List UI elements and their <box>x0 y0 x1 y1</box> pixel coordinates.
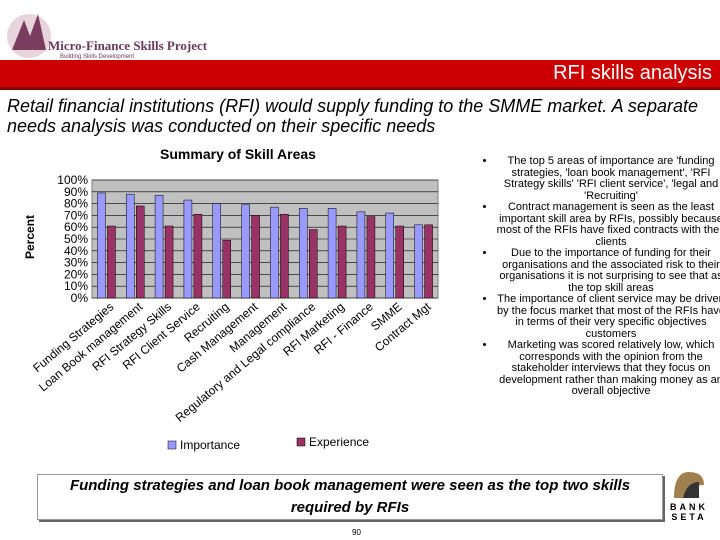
bar <box>356 211 366 299</box>
logo-tagline: Building Skills Development <box>60 54 135 60</box>
y-tick-label: 100% <box>57 173 88 187</box>
bar <box>309 229 318 299</box>
legend-swatch <box>167 440 177 450</box>
bar <box>183 199 193 299</box>
bar <box>414 224 423 299</box>
bullet: Due to the importance of funding for the… <box>496 247 720 294</box>
bank-logo-line: BANK <box>670 502 708 512</box>
chart-title: Summary of Skill Areas <box>160 146 316 162</box>
bar <box>395 225 404 299</box>
bar <box>385 212 394 299</box>
bar <box>126 193 135 299</box>
intro-text: Retail financial institutions (RFI) woul… <box>7 96 698 136</box>
bullet-list: The top 5 areas of importance are 'fundi… <box>478 155 720 398</box>
y-tick-label: 80% <box>64 197 88 211</box>
bullet: Marketing was scored relatively low, whi… <box>496 339 720 398</box>
bar <box>222 239 231 299</box>
y-tick-label: 0% <box>71 291 89 305</box>
bar <box>327 208 337 299</box>
y-tick-label: 60% <box>64 220 88 234</box>
y-tick-label: 70% <box>64 208 88 222</box>
bar <box>299 208 308 299</box>
chart: Summary of Skill Areas Percent 0%10%20%3… <box>23 146 439 452</box>
legend-label: Experience <box>309 435 369 449</box>
bar <box>270 206 279 299</box>
title-band <box>0 60 720 90</box>
bank-logo-icon <box>674 472 704 498</box>
page-number: 90 <box>352 528 361 537</box>
bar <box>107 225 116 299</box>
y-tick-label: 90% <box>64 185 88 199</box>
bar <box>424 224 433 299</box>
bar <box>366 216 376 299</box>
bank-logo-line: SETA <box>671 512 707 522</box>
legend-label: Importance <box>180 438 240 452</box>
y-tick-label: 50% <box>64 232 88 246</box>
y-axis-label: Percent <box>23 215 37 259</box>
bar <box>193 213 203 299</box>
bar <box>136 205 145 299</box>
bar <box>251 215 260 299</box>
y-tick-label: 30% <box>64 256 88 270</box>
bar <box>337 225 347 299</box>
bar <box>97 192 106 299</box>
y-tick-label: 40% <box>64 244 88 258</box>
logo-name: Micro-Finance Skills Project <box>48 38 208 53</box>
y-tick-label: 20% <box>64 267 88 281</box>
bar <box>212 203 221 299</box>
legend-swatch <box>296 437 306 447</box>
bar <box>241 204 250 299</box>
bar <box>154 195 164 299</box>
bullet: The top 5 areas of importance are 'fundi… <box>496 155 720 202</box>
bar <box>280 213 289 299</box>
slide-title: RFI skills analysis <box>553 62 712 84</box>
logo-icon <box>7 14 51 58</box>
y-tick-label: 10% <box>64 279 88 293</box>
bar <box>164 225 174 299</box>
bullet: Contract management is seen as the least… <box>496 201 720 248</box>
bank-logo: BANK SETA <box>662 470 716 522</box>
bullet: The importance of client service may be … <box>496 293 720 340</box>
caption: Funding strategies and loan book managem… <box>37 474 663 520</box>
